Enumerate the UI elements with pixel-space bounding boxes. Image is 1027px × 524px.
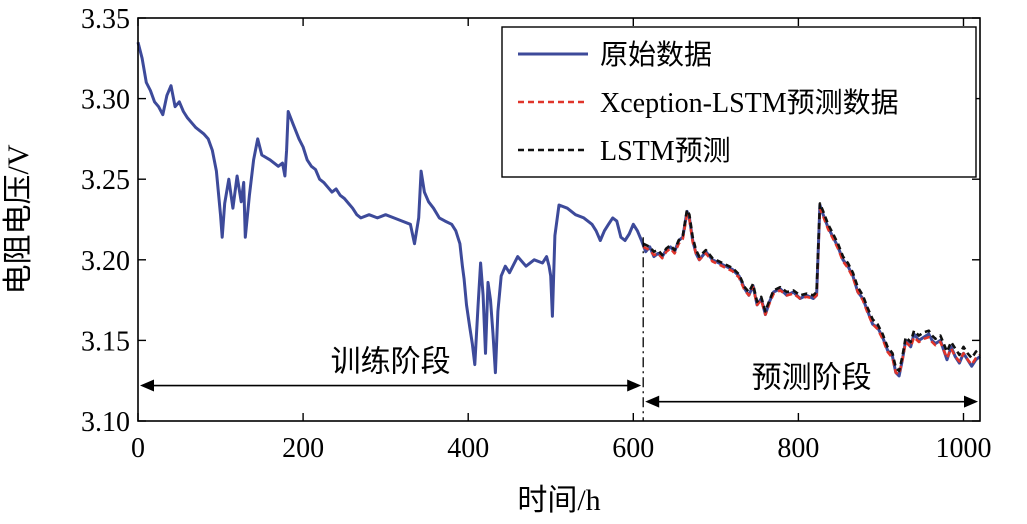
x-axis-label: 时间/h [517, 484, 600, 517]
x-tick-label: 400 [447, 433, 489, 464]
x-tick-label: 1000 [935, 433, 991, 464]
legend-label: 原始数据 [600, 39, 712, 71]
phase-annotations: 训练阶段 预测阶段 [140, 346, 978, 408]
x-tick-label: 0 [131, 433, 145, 464]
x-tick-label: 600 [612, 433, 654, 464]
y-tick-label: 3.15 [81, 326, 130, 357]
series-line-1 [642, 206, 981, 376]
y-axis-label: 电阻电压/V [2, 144, 35, 294]
x-tick-label: 800 [777, 433, 819, 464]
annotation-arrow-head-right [627, 379, 642, 392]
annotation-arrow-head-left [645, 395, 660, 408]
plot-lines [136, 41, 981, 378]
plot-frame [137, 17, 981, 422]
y-tick-label: 3.35 [81, 4, 130, 35]
y-tick-label: 3.20 [81, 246, 130, 277]
series-line-2 [642, 202, 981, 373]
y-tick-label: 3.25 [81, 165, 130, 196]
x-tick-label: 200 [282, 433, 324, 464]
annotation-arrow-head-left [140, 379, 154, 392]
annotation-arrow-head-right [964, 395, 978, 408]
tick-labels: 0 200 400 600 800 1000 3.10 3.15 3.20 3.25 3.30 3.3… [81, 4, 991, 464]
axis-ticks [137, 17, 980, 422]
legend: 原始数据 Xception-LSTM预测数据 LSTM预测 [501, 26, 977, 178]
legend-label: LSTM预测 [600, 136, 731, 167]
annotation-label: 训练阶段 [331, 346, 451, 379]
annotation-label: 预测阶段 [752, 362, 872, 395]
y-tick-label: 3.30 [81, 85, 130, 116]
y-tick-label: 3.10 [81, 407, 130, 438]
legend-label: Xception-LSTM预测数据 [600, 87, 899, 119]
